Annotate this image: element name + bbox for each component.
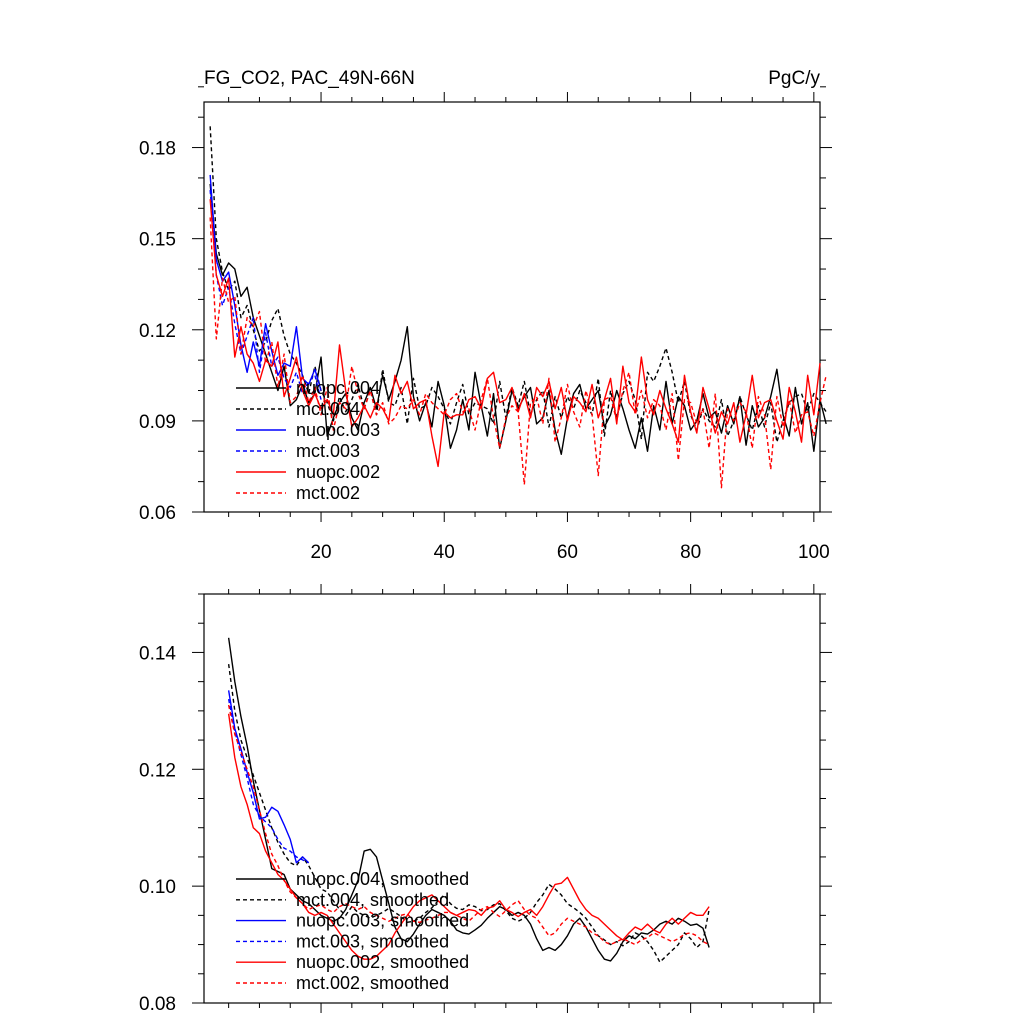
x-tick-label: 20	[310, 542, 331, 563]
units-label: PgC/y	[768, 68, 820, 89]
y-tick-label: 0.18	[139, 139, 176, 160]
series-line-mct-003-smoothed	[227, 699, 310, 864]
legend-label: nuopc.002, smoothed	[296, 952, 469, 972]
plot-frame	[203, 101, 821, 513]
legend-label: mct.003	[296, 441, 360, 461]
legend-label: mct.002, smoothed	[296, 973, 449, 993]
legend-label: nuopc.004, smoothed	[296, 869, 469, 889]
legend-label: nuopc.003, smoothed	[296, 911, 469, 931]
series-line-mct-002	[209, 217, 827, 489]
series-line-mct-004	[209, 126, 827, 443]
y-tick-label: 0.12	[139, 321, 176, 342]
y-tick-label: 0.10	[139, 877, 176, 898]
legend-label: mct.003, smoothed	[296, 931, 449, 951]
legend-label: mct.002	[296, 483, 360, 503]
x-tick-label: 60	[557, 542, 578, 563]
y-tick-label: 0.08	[139, 994, 176, 1015]
x-tick-label: 100	[798, 542, 830, 563]
legend-label: nuopc.002	[296, 462, 380, 482]
series-line-mct-004-smoothed	[227, 664, 710, 963]
series-line-nuopc-004-smoothed	[227, 637, 710, 962]
series-line-nuopc-002-smoothed	[227, 713, 710, 960]
legend-label: nuopc.004	[296, 378, 380, 398]
series-line-mct-003	[209, 190, 322, 400]
y-tick-label: 0.12	[139, 760, 176, 781]
y-tick-label: 0.14	[139, 643, 176, 664]
x-tick-label: 80	[680, 542, 701, 563]
y-tick-label: 0.06	[139, 503, 176, 524]
y-tick-label: 0.15	[139, 230, 176, 251]
x-tick-label: 40	[434, 542, 455, 563]
chart-title: FG_CO2, PAC_49N-66N	[204, 68, 415, 89]
legend-label: mct.004	[296, 399, 360, 419]
legend-label: nuopc.003	[296, 420, 380, 440]
y-tick-label: 0.09	[139, 412, 176, 433]
legend-label: mct.004, smoothed	[296, 890, 449, 910]
top-panel: 20 40 60 80 100 0.06 0.09 0.12 0.15 0.18 nuopc.004…	[139, 86, 832, 563]
series-line-nuopc-002	[209, 199, 821, 468]
